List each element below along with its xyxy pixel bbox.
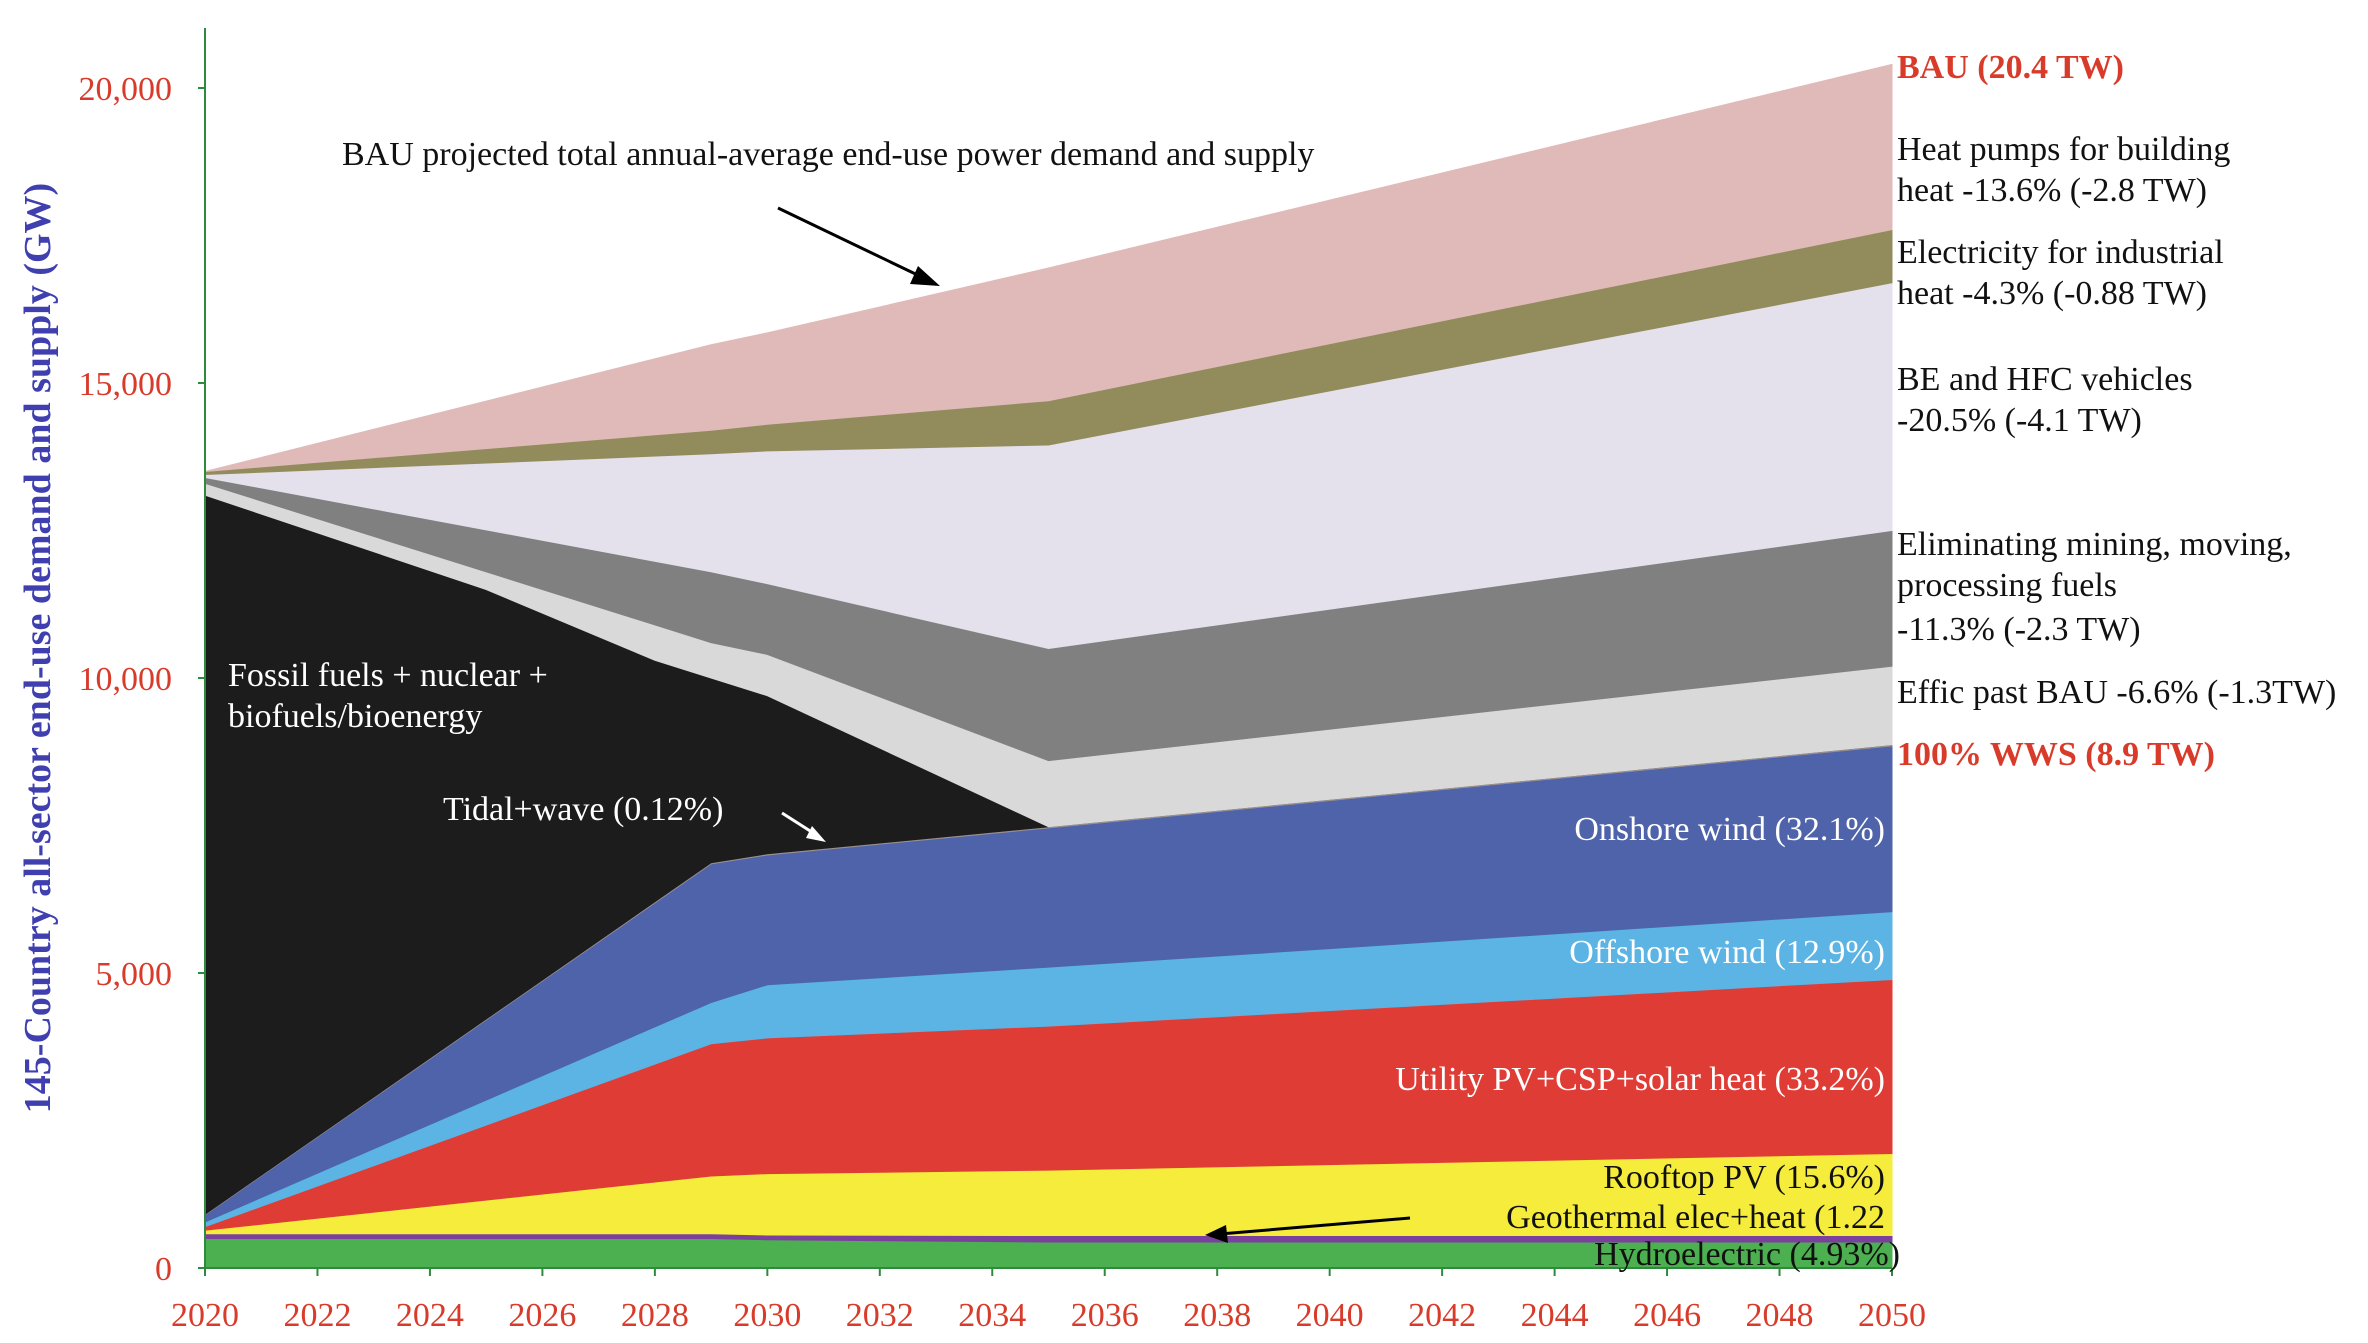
effic-label: Effic past BAU -6.6% (-1.3TW) bbox=[1897, 674, 2336, 711]
geothermal-label: Geothermal elec+heat (1.22 bbox=[1506, 1199, 1885, 1236]
x-tick-label: 2028 bbox=[621, 1297, 689, 1334]
series-labels: BAU projected total annual-average end-u… bbox=[228, 49, 2336, 1273]
x-tick-label: 2042 bbox=[1408, 1297, 1476, 1334]
mining-label-2: processing fuels bbox=[1897, 567, 2117, 604]
onshore-label: Onshore wind (32.1%) bbox=[1574, 811, 1885, 848]
y-tick-label: 5,000 bbox=[96, 956, 173, 993]
hydro-label: Hydroelectric (4.93%) bbox=[1594, 1236, 1900, 1273]
utility-label: Utility PV+CSP+solar heat (33.2%) bbox=[1395, 1061, 1885, 1098]
x-tick-label: 2044 bbox=[1521, 1297, 1589, 1334]
bau-note-arrow bbox=[777, 206, 929, 282]
x-tick-label: 2020 bbox=[171, 1297, 239, 1334]
x-tick-label: 2036 bbox=[1071, 1297, 1139, 1334]
vehicles-label-2: -20.5% (-4.1 TW) bbox=[1897, 402, 2142, 439]
x-tick-labels: 2020 2022 2024 2026 2028 2030 2032 2034 2036 2038… bbox=[171, 1268, 1926, 1334]
y-tick-label: 20,000 bbox=[79, 71, 173, 108]
tidal-arrowhead bbox=[806, 826, 826, 842]
y-tick-label: 10,000 bbox=[79, 661, 173, 698]
geothermal-arrowhead bbox=[1205, 1225, 1228, 1243]
x-tick-label: 2030 bbox=[733, 1297, 801, 1334]
tidal-label: Tidal+wave (0.12%) bbox=[443, 791, 723, 828]
bau-total-label: BAU (20.4 TW) bbox=[1897, 49, 2124, 86]
fossil-label-1: Fossil fuels + nuclear + bbox=[228, 657, 548, 694]
x-tick-label: 2034 bbox=[958, 1297, 1026, 1334]
x-tick-label: 2050 bbox=[1858, 1297, 1926, 1334]
x-tick-label: 2040 bbox=[1296, 1297, 1364, 1334]
bau-note-arrowhead bbox=[910, 266, 940, 286]
rooftop-label: Rooftop PV (15.6%) bbox=[1603, 1159, 1885, 1196]
mining-label-3: -11.3% (-2.3 TW) bbox=[1897, 611, 2141, 648]
axes bbox=[204, 28, 1892, 1269]
heat-pumps-label-2: heat -13.6% (-2.8 TW) bbox=[1897, 172, 2207, 209]
y-tick-label: 0 bbox=[155, 1251, 172, 1288]
wws-total-label: 100% WWS (8.9 TW) bbox=[1897, 736, 2215, 773]
y-axis-label: 145-Country all-sector end-use demand an… bbox=[17, 183, 59, 1113]
area-layer-12 bbox=[204, 63, 1893, 472]
y-tick-label: 15,000 bbox=[79, 366, 173, 403]
area-layers bbox=[204, 63, 1893, 1269]
vehicles-label-1: BE and HFC vehicles bbox=[1897, 361, 2193, 398]
fossil-label-2: biofuels/bioenergy bbox=[228, 698, 482, 735]
mining-label-1: Eliminating mining, moving, bbox=[1897, 526, 2292, 563]
geothermal-arrow bbox=[1219, 1216, 1411, 1236]
x-tick-label: 2046 bbox=[1633, 1297, 1701, 1334]
industrial-label-2: heat -4.3% (-0.88 TW) bbox=[1897, 275, 2207, 312]
offshore-label: Offshore wind (12.9%) bbox=[1569, 934, 1885, 971]
x-tick-label: 2024 bbox=[396, 1297, 464, 1334]
x-tick-label: 2026 bbox=[508, 1297, 576, 1334]
x-tick-label: 2048 bbox=[1746, 1297, 1814, 1334]
x-tick-label: 2038 bbox=[1183, 1297, 1251, 1334]
x-tick-label: 2032 bbox=[846, 1297, 914, 1334]
bau-note-label: BAU projected total annual-average end-u… bbox=[342, 136, 1314, 173]
heat-pumps-label-1: Heat pumps for building bbox=[1897, 131, 2230, 168]
annotation-arrows bbox=[777, 206, 1411, 1243]
x-tick-label: 2022 bbox=[283, 1297, 351, 1334]
y-tick-labels: 0 5,000 10,000 15,000 20,000 bbox=[79, 71, 205, 1288]
industrial-label-1: Electricity for industrial bbox=[1897, 234, 2224, 271]
